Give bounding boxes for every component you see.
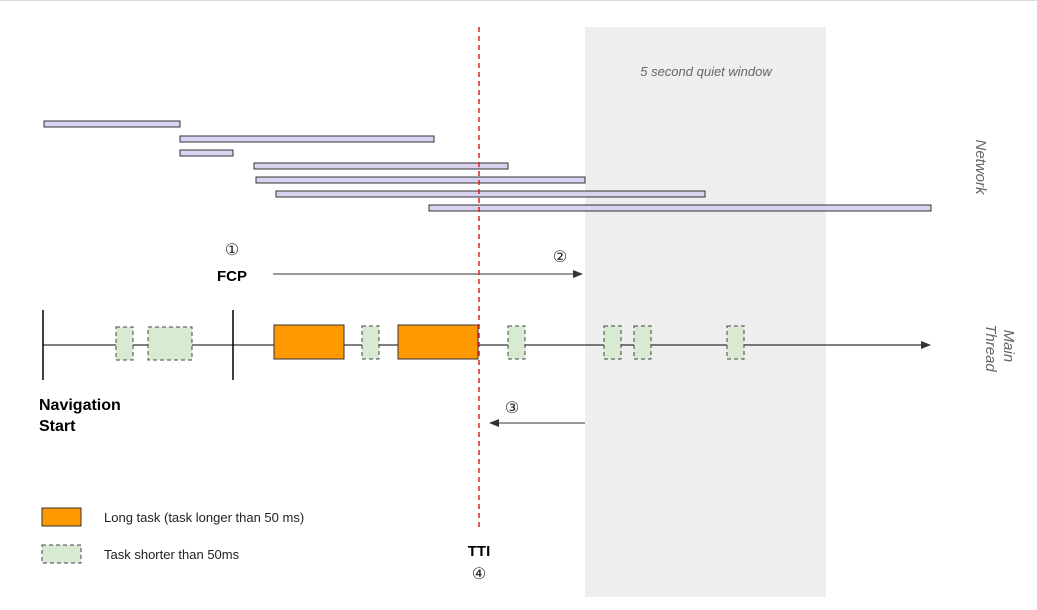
long-task <box>397 324 479 360</box>
network-requests <box>43 120 932 212</box>
main-thread-label-line1: Main <box>1000 330 1017 363</box>
legend: Long task (task longer than 50 ms) Task … <box>41 507 304 564</box>
main-thread-lane-label: Main Thread <box>982 324 1017 372</box>
short-task <box>726 325 745 360</box>
step-4-marker: ④ <box>472 566 486 583</box>
short-task <box>147 326 193 361</box>
navigation-start-label-line1: Navigation <box>39 397 121 414</box>
legend-long-task-swatch <box>41 507 82 527</box>
network-request-bar <box>255 176 586 184</box>
quiet-window-region <box>585 27 826 597</box>
legend-short-task-label: Task shorter than 50ms <box>104 547 240 562</box>
network-request-bar <box>253 162 509 170</box>
network-request-bar <box>43 120 181 128</box>
fcp-label: FCP <box>217 268 247 285</box>
short-task <box>507 325 526 360</box>
short-task <box>361 325 380 360</box>
step-3-marker: ③ <box>505 400 519 417</box>
tti-label: TTI <box>468 543 491 560</box>
quiet-window-label: 5 second quiet window <box>640 64 773 79</box>
network-request-bar <box>179 149 234 157</box>
short-task <box>633 325 652 360</box>
network-request-bar <box>428 204 932 212</box>
step-1-marker: ① <box>225 242 239 259</box>
short-task <box>115 326 134 361</box>
legend-long-task-label: Long task (task longer than 50 ms) <box>104 510 304 525</box>
main-thread-timeline <box>42 310 931 380</box>
step-2-marker: ② <box>553 249 567 266</box>
short-task <box>603 325 622 360</box>
network-request-bar <box>179 135 435 143</box>
navigation-start-label-line2: Start <box>39 418 76 435</box>
network-request-bar <box>275 190 706 198</box>
main-thread-label-line2: Thread <box>982 324 999 372</box>
legend-short-task-swatch <box>41 544 82 564</box>
long-task <box>273 324 345 360</box>
network-lane-label: Network <box>972 139 989 196</box>
